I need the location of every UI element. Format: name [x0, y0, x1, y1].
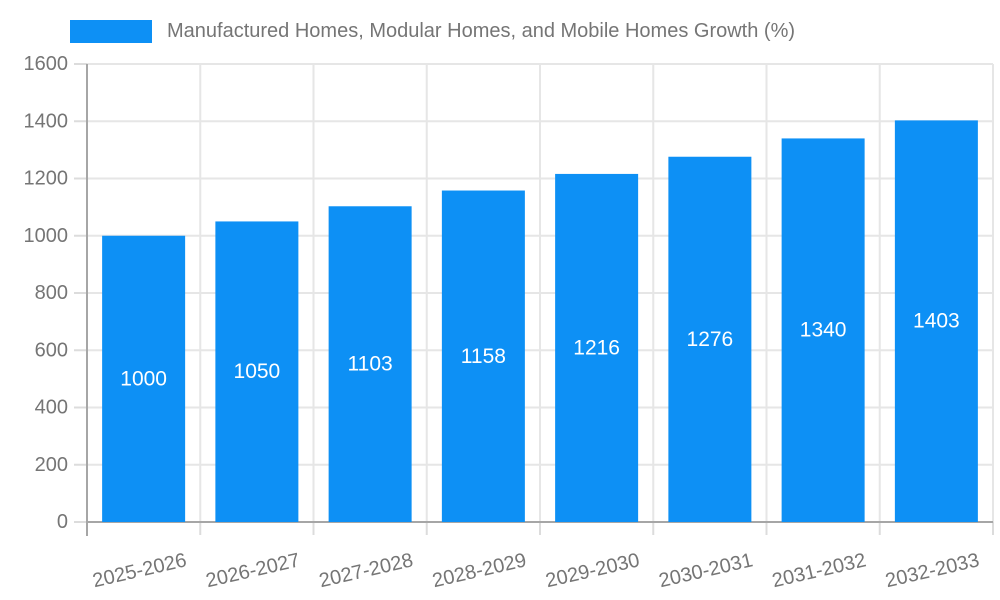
bar-value-label: 1276 [687, 328, 734, 351]
y-tick-label: 0 [57, 511, 68, 533]
legend-swatch [70, 20, 152, 43]
bar-value-label: 1000 [120, 367, 167, 390]
bar[interactable] [441, 190, 525, 522]
bar[interactable] [555, 173, 639, 523]
y-tick-label: 1200 [24, 168, 69, 190]
y-tick-label: 800 [35, 282, 68, 304]
bar[interactable] [781, 138, 865, 523]
y-tick-label: 200 [35, 454, 68, 476]
bar[interactable] [894, 120, 978, 523]
y-tick-label: 1600 [24, 53, 69, 75]
x-tick-label: 2030-2031 [657, 549, 755, 592]
y-tick-label: 600 [35, 339, 68, 361]
bar-value-label: 1340 [800, 319, 847, 342]
bar-value-label: 1158 [461, 345, 506, 368]
bar-value-label: 1050 [234, 360, 281, 383]
bar[interactable] [102, 235, 186, 522]
bar-value-label: 1103 [348, 353, 393, 376]
y-tick-label: 1400 [24, 110, 69, 132]
bar-value-label: 1403 [913, 310, 960, 333]
legend-label: Manufactured Homes, Modular Homes, and M… [167, 20, 796, 42]
x-tick-label: 2029-2030 [544, 549, 642, 592]
bar[interactable] [668, 156, 752, 522]
x-tick-label: 2028-2029 [430, 549, 528, 592]
x-tick-label: 2025-2026 [91, 549, 189, 592]
legend: Manufactured Homes, Modular Homes, and M… [70, 20, 795, 43]
bar[interactable] [215, 221, 299, 522]
x-tick-label: 2031-2032 [770, 549, 868, 592]
x-tick-label: 2032-2033 [883, 549, 981, 592]
x-tick-label: 2027-2028 [317, 549, 415, 592]
bar-value-label: 1216 [573, 336, 620, 359]
y-tick-label: 400 [35, 397, 68, 419]
y-tick-label: 1000 [24, 225, 69, 247]
x-tick-label: 2026-2027 [204, 549, 302, 592]
bar[interactable] [328, 206, 412, 523]
